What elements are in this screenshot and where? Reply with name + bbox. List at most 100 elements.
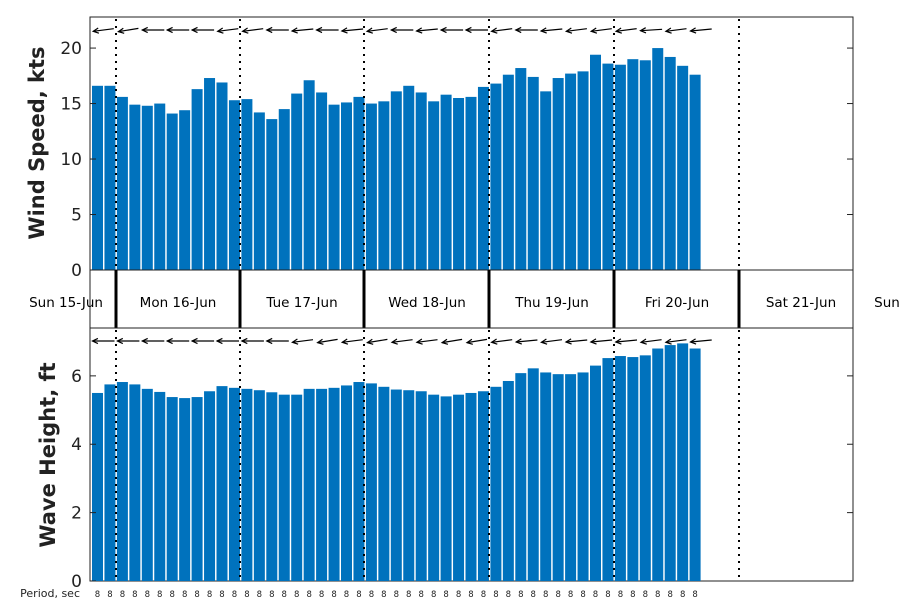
wind-bar-32 (490, 83, 502, 270)
wave-bar-36 (540, 372, 552, 581)
period-value-27: 8 (431, 590, 436, 600)
wind-direction-arrowhead-10 (340, 27, 348, 34)
wave-bar-37 (552, 374, 564, 581)
wave-direction-arrowhead-17 (514, 338, 523, 345)
wave-direction-arrowhead-19 (564, 338, 572, 345)
wave-bar-31 (477, 391, 489, 581)
wind-direction-arrowhead-9 (315, 26, 323, 34)
wave-bar-25 (403, 390, 415, 581)
period-value-14: 8 (269, 590, 274, 600)
wave-direction-arrowhead-16 (490, 338, 498, 345)
wind-direction-arrowhead-19 (564, 27, 573, 34)
period-value-23: 8 (381, 590, 386, 600)
wave-direction-arrow-17 (516, 339, 538, 343)
day-label-7: Sun (874, 295, 900, 311)
wave-height-axis-label: Wave Height, ft (36, 362, 60, 547)
wind-direction-arrow-16 (491, 28, 513, 32)
day-dividers (114, 270, 741, 328)
wave-bar-10 (216, 386, 228, 581)
wind-bar-34 (515, 68, 527, 270)
wind-bar-33 (502, 74, 514, 270)
wave-bar-43 (627, 357, 639, 581)
wave-bar-9 (204, 391, 216, 581)
period-value-7: 8 (182, 590, 187, 600)
wave-direction-arrowhead-21 (614, 338, 622, 345)
wind-direction-arrowhead-3 (165, 26, 173, 34)
period-value-26: 8 (418, 590, 423, 600)
wind-bar-21 (353, 96, 365, 270)
wave-direction-arrow-18 (541, 339, 563, 343)
period-value-1: 8 (107, 590, 112, 600)
wave-bar-29 (453, 394, 465, 581)
period-value-13: 8 (257, 590, 262, 600)
wave-direction-arrowhead-7 (265, 337, 273, 345)
wave-bar-40 (590, 365, 601, 581)
wind-bar-1 (104, 85, 116, 270)
wind-direction-arrowhead-22 (639, 27, 647, 34)
wind-bar-11 (228, 100, 240, 270)
period-value-15: 8 (282, 590, 287, 600)
wave-bar-28 (440, 396, 452, 581)
day-label-strip: Sun 15-Jun Mon 16-Jun Tue 17-Jun Wed 18-Jun… (29, 269, 900, 329)
wind-direction-arrowhead-4 (190, 26, 198, 34)
wave-direction-arrowhead-18 (540, 338, 548, 345)
wind-bar-23 (378, 101, 390, 270)
wind-ytick-label-2: 10 (60, 150, 82, 170)
wind-speed-axis-label: Wind Speed, kts (25, 46, 49, 239)
period-value-33: 8 (506, 590, 511, 600)
period-value-35: 8 (531, 590, 536, 600)
period-value-46: 8 (667, 590, 672, 600)
wave-height-bars (92, 343, 701, 581)
wind-bar-44 (639, 60, 651, 270)
wave-direction-arrow-24 (690, 339, 712, 343)
day-label-0: Sun 15-Jun (29, 295, 103, 311)
wind-speed-panel: 0 5 10 15 20 Wind Speed, kts (25, 16, 854, 281)
period-value-3: 8 (132, 590, 137, 600)
wind-direction-arrow-0 (93, 28, 114, 32)
wind-bar-16 (291, 93, 303, 270)
wind-bar-24 (390, 91, 402, 270)
wind-ytick-label-0: 0 (71, 261, 82, 281)
wind-direction-arrow-23 (665, 28, 687, 32)
wave-height-yticks: 0 2 4 6 (71, 367, 853, 592)
wind-bar-9 (204, 78, 216, 270)
wave-direction-arrow-21 (615, 339, 638, 343)
wave-bar-8 (191, 397, 203, 581)
wave-bar-47 (677, 343, 689, 581)
wave-direction-arrows (91, 337, 712, 345)
wave-direction-arrowhead-9 (316, 338, 324, 345)
period-value-32: 8 (493, 590, 498, 600)
period-value-5: 8 (157, 590, 162, 600)
wind-bar-18 (316, 92, 328, 271)
wind-bar-3 (129, 104, 141, 270)
wind-direction-arrowhead-8 (290, 27, 298, 34)
wave-ytick-label-0: 0 (71, 572, 82, 592)
period-value-10: 8 (219, 590, 224, 600)
wind-bar-42 (614, 64, 626, 271)
wind-bar-0 (92, 85, 103, 270)
wind-bar-39 (577, 71, 589, 271)
wave-direction-arrowhead-0 (91, 337, 99, 345)
wind-direction-arrow-11 (367, 28, 388, 32)
period-value-20: 8 (344, 590, 349, 600)
period-value-30: 8 (468, 590, 473, 600)
wave-bar-34 (515, 373, 527, 581)
wind-bar-29 (453, 98, 465, 270)
wave-direction-arrowhead-10 (340, 338, 349, 345)
period-value-45: 8 (655, 590, 660, 600)
wave-bar-6 (166, 397, 178, 581)
period-value-40: 8 (593, 590, 598, 600)
wind-bar-26 (415, 92, 427, 271)
wind-bar-15 (278, 109, 290, 270)
wind-direction-arrow-18 (541, 28, 563, 32)
wave-bar-7 (179, 398, 191, 581)
wave-direction-arrowhead-22 (639, 338, 647, 345)
wave-bar-16 (291, 394, 303, 581)
wave-bar-24 (390, 389, 402, 581)
wind-direction-arrow-22 (640, 28, 663, 32)
wind-direction-arrowhead-11 (365, 27, 373, 34)
wave-direction-arrow-20 (590, 339, 613, 343)
wave-direction-arrow-10 (342, 339, 363, 343)
wave-bar-42 (614, 356, 626, 581)
